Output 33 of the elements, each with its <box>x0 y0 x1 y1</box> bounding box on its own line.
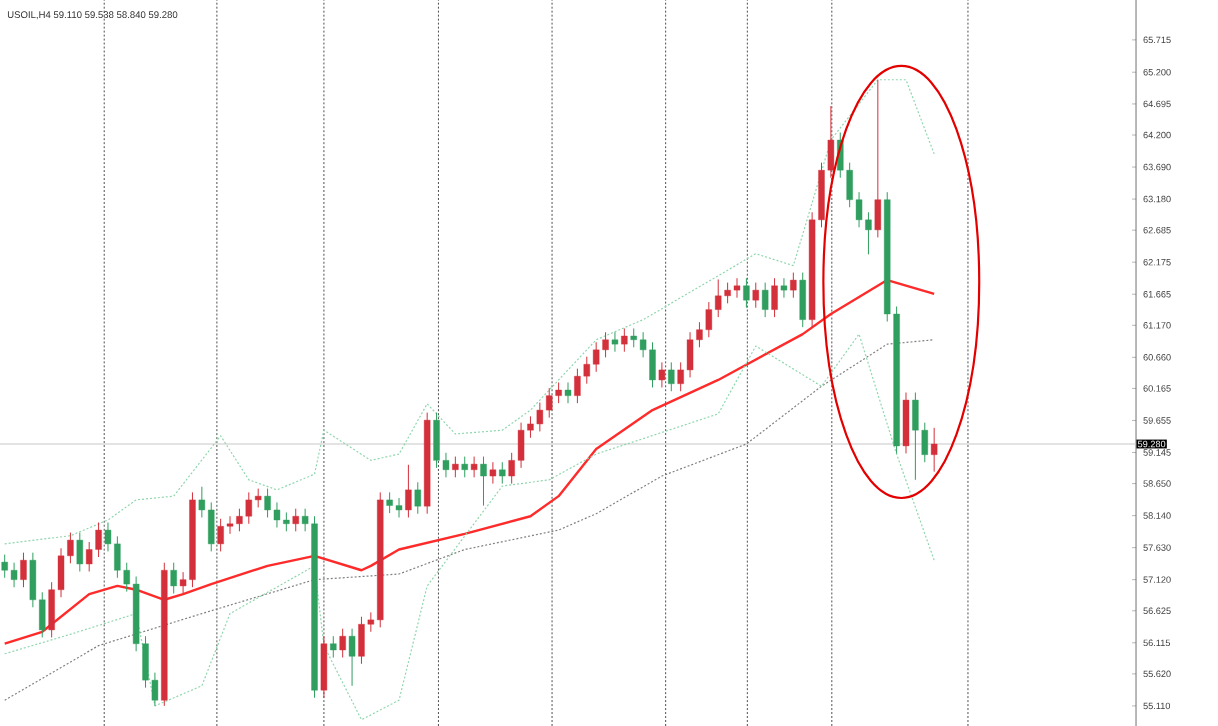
candlestick <box>874 79 882 238</box>
line-series <box>4 79 935 545</box>
candlestick <box>743 277 750 309</box>
candlestick <box>489 461 497 485</box>
candlestick <box>790 272 797 299</box>
candlestick <box>658 361 666 388</box>
candlestick <box>339 628 346 659</box>
candlestick <box>761 282 769 318</box>
candlestick <box>452 456 459 478</box>
candlestick <box>621 327 628 353</box>
candlestick <box>405 464 412 518</box>
candlestick <box>930 427 938 473</box>
candlestick <box>76 532 83 572</box>
candlestick <box>170 562 177 594</box>
candlestick <box>752 282 759 309</box>
line-series <box>3 278 936 645</box>
candlestick <box>799 272 806 328</box>
candlestick <box>499 461 506 485</box>
candlestick <box>461 456 468 478</box>
candlestick <box>348 628 356 687</box>
candlestick <box>780 277 788 299</box>
candlestick <box>480 456 487 507</box>
candlestick <box>564 381 572 404</box>
candlestick <box>20 552 27 588</box>
candlestick <box>414 481 421 515</box>
candlestick <box>668 361 675 392</box>
candlestick <box>320 635 328 699</box>
candlestick <box>330 635 337 659</box>
candlestick <box>292 508 299 532</box>
candlestick <box>611 331 619 353</box>
candlestick <box>902 392 910 454</box>
candlestick <box>771 277 778 318</box>
candlestick <box>470 456 478 478</box>
